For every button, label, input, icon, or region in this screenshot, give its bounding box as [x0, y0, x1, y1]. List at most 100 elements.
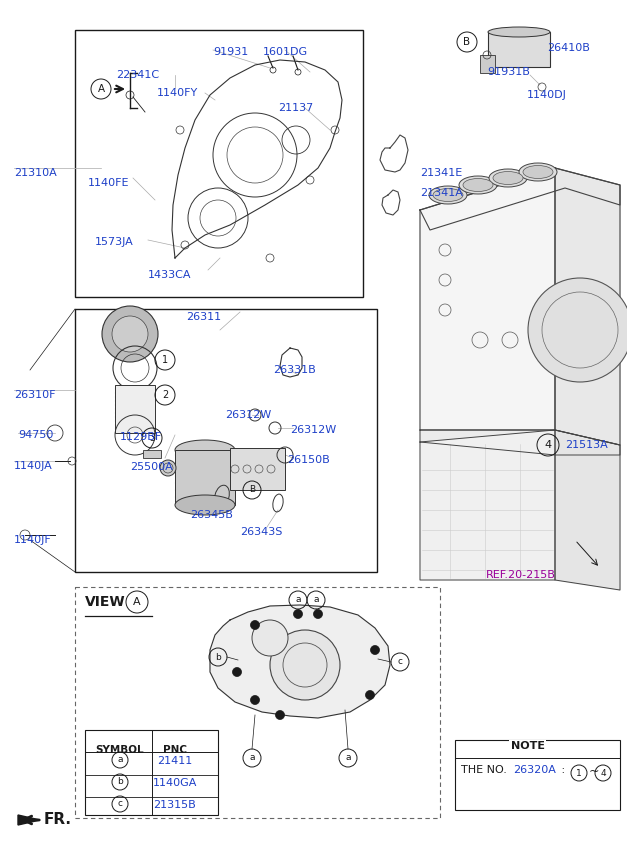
- Text: 1433CA: 1433CA: [148, 270, 191, 280]
- Circle shape: [112, 316, 148, 352]
- Ellipse shape: [429, 186, 467, 204]
- Text: A: A: [97, 84, 105, 94]
- Bar: [75, 309, 377, 572]
- Text: 26311: 26311: [186, 312, 221, 322]
- Text: 22341C: 22341C: [116, 70, 159, 80]
- Polygon shape: [210, 605, 390, 718]
- Text: 26320A: 26320A: [513, 765, 556, 775]
- Polygon shape: [420, 430, 620, 455]
- Text: VIEW: VIEW: [85, 595, 125, 609]
- Circle shape: [252, 620, 288, 656]
- Text: 4: 4: [600, 768, 606, 778]
- Text: 21315B: 21315B: [154, 800, 196, 810]
- Circle shape: [314, 610, 322, 618]
- Text: B: B: [463, 37, 470, 47]
- Text: a: a: [117, 756, 123, 765]
- Ellipse shape: [493, 171, 523, 185]
- Text: 21341E: 21341E: [420, 168, 462, 178]
- Text: B: B: [249, 486, 255, 494]
- Ellipse shape: [175, 495, 235, 515]
- Polygon shape: [420, 168, 555, 430]
- Text: 1140FY: 1140FY: [157, 88, 198, 98]
- Text: 21310A: 21310A: [14, 168, 57, 178]
- Text: A: A: [133, 597, 141, 607]
- Bar: [480, 55, 495, 73]
- Polygon shape: [555, 168, 620, 445]
- Bar: [488, 32, 550, 67]
- Text: 3: 3: [149, 433, 155, 443]
- Ellipse shape: [175, 440, 235, 460]
- Text: 26312W: 26312W: [225, 410, 271, 420]
- Text: 91931: 91931: [213, 47, 248, 57]
- Text: 1140JA: 1140JA: [14, 461, 53, 471]
- Text: 1140FE: 1140FE: [88, 178, 130, 188]
- Text: 26312W: 26312W: [290, 425, 336, 435]
- Text: 1140JF: 1140JF: [14, 535, 52, 545]
- Ellipse shape: [463, 178, 493, 192]
- Circle shape: [528, 278, 627, 382]
- Text: 26343S: 26343S: [240, 527, 282, 537]
- Text: a: a: [250, 754, 255, 762]
- Text: 21513A: 21513A: [565, 440, 608, 450]
- Polygon shape: [420, 168, 620, 230]
- Text: SYMBOL: SYMBOL: [96, 745, 144, 755]
- Text: THE NO.: THE NO.: [461, 765, 510, 775]
- Text: 25500A: 25500A: [130, 462, 173, 472]
- Text: 94750: 94750: [18, 430, 53, 440]
- Circle shape: [233, 667, 241, 677]
- Circle shape: [251, 695, 260, 705]
- Text: 26410B: 26410B: [547, 43, 590, 53]
- Polygon shape: [420, 430, 555, 580]
- Text: 1573JA: 1573JA: [95, 237, 134, 247]
- Circle shape: [371, 645, 379, 655]
- Text: 1140GA: 1140GA: [153, 778, 197, 788]
- Text: 1: 1: [576, 768, 582, 778]
- Text: b: b: [215, 652, 221, 661]
- Text: REF.20-215B: REF.20-215B: [486, 570, 556, 580]
- Circle shape: [102, 306, 158, 362]
- Text: 91931B: 91931B: [487, 67, 530, 77]
- Text: FR.: FR.: [44, 812, 72, 827]
- Text: a: a: [345, 754, 350, 762]
- Bar: [85, 730, 218, 815]
- Circle shape: [160, 460, 176, 476]
- Ellipse shape: [489, 169, 527, 187]
- Text: 21137: 21137: [278, 103, 314, 113]
- Circle shape: [293, 610, 302, 618]
- Polygon shape: [18, 815, 40, 825]
- Circle shape: [366, 690, 374, 700]
- Ellipse shape: [488, 27, 550, 37]
- Text: ~: ~: [589, 765, 599, 778]
- Bar: [175, 450, 235, 505]
- Text: b: b: [117, 778, 123, 786]
- Text: 26331B: 26331B: [273, 365, 316, 375]
- Text: NOTE: NOTE: [510, 741, 544, 751]
- Text: 21341A: 21341A: [420, 188, 463, 198]
- Text: :: :: [558, 765, 569, 775]
- Text: 1: 1: [162, 355, 168, 365]
- Bar: [455, 740, 620, 810]
- Text: PNC: PNC: [163, 745, 187, 755]
- Text: 4: 4: [544, 440, 552, 450]
- Text: 26310F: 26310F: [14, 390, 56, 400]
- Text: 26150B: 26150B: [287, 455, 330, 465]
- Bar: [115, 385, 155, 433]
- Ellipse shape: [523, 165, 553, 178]
- Circle shape: [270, 630, 340, 700]
- Ellipse shape: [433, 188, 463, 202]
- Text: 26345B: 26345B: [190, 510, 233, 520]
- Bar: [75, 30, 363, 297]
- Text: c: c: [398, 657, 403, 667]
- Text: a: a: [314, 595, 319, 605]
- Ellipse shape: [459, 176, 497, 194]
- Text: a: a: [295, 595, 301, 605]
- Text: 1129BF: 1129BF: [120, 432, 162, 442]
- Text: 1601DG: 1601DG: [263, 47, 308, 57]
- Circle shape: [275, 711, 285, 719]
- Circle shape: [251, 621, 260, 629]
- Text: 2: 2: [162, 390, 168, 400]
- Bar: [75, 587, 440, 818]
- Text: 1140DJ: 1140DJ: [527, 90, 567, 100]
- Polygon shape: [555, 430, 620, 590]
- Bar: [230, 448, 285, 490]
